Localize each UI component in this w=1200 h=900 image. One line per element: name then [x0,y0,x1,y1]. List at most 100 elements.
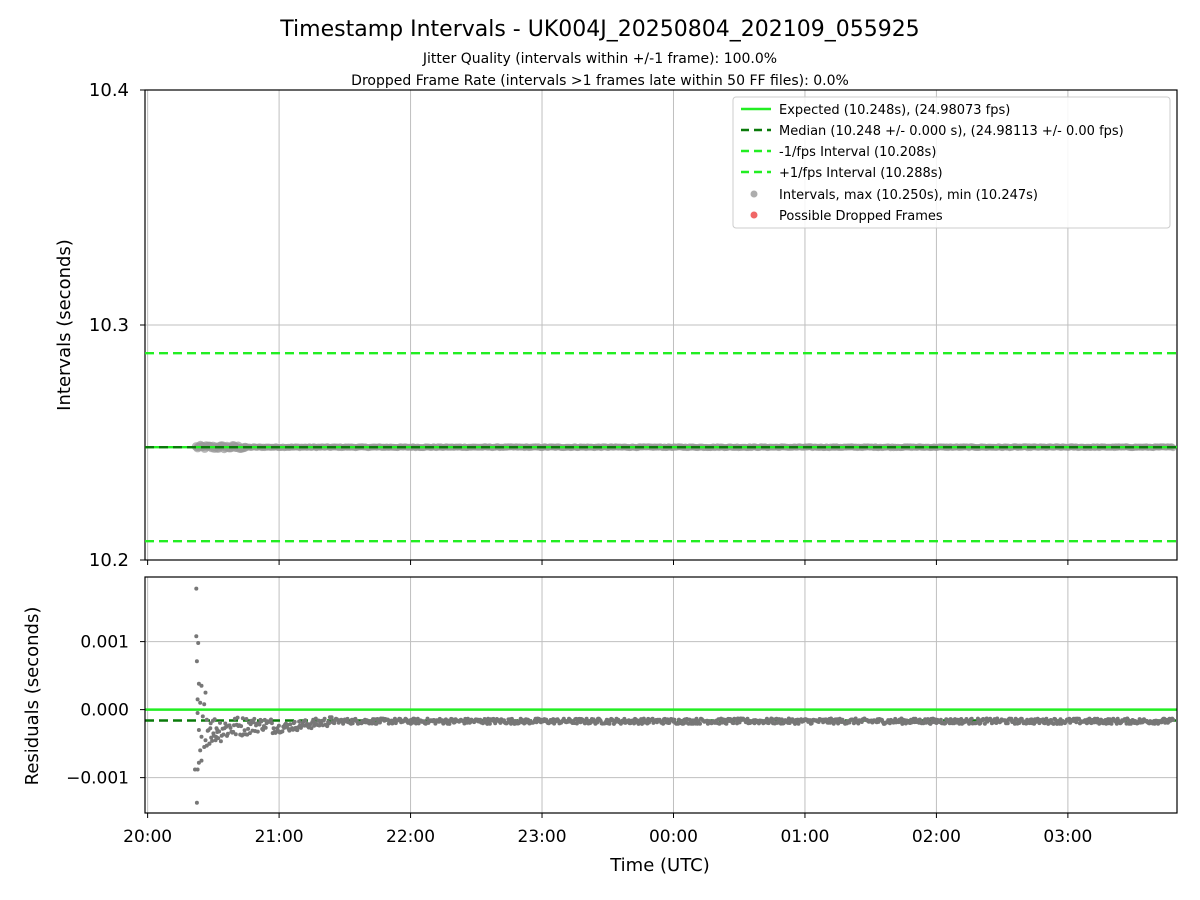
legend-swatch-dropped [750,211,758,219]
residual-point [196,641,201,645]
chart-subtitle-jitter: Jitter Quality (intervals within +/-1 fr… [422,51,777,67]
residual-point [233,732,238,737]
residual-point [194,586,199,591]
x-tick-label: 20:00 [123,827,172,847]
residual-point [856,721,861,726]
residual-point [809,721,814,726]
residuals-panel: 0.001 0.000 −0.001 20:00 21:00 22:00 23:00 00:… [22,576,1178,876]
residual-point [447,721,452,726]
residual-point [698,721,702,726]
residual-point [276,723,281,728]
residual-point [607,721,612,726]
residual-point [210,738,215,743]
residual-point [292,719,297,724]
residual-point [207,741,212,746]
x-tick-label: 22:00 [386,827,435,847]
residual-point [198,748,203,753]
residual-point [1077,716,1081,721]
residual-point [787,721,792,725]
residual-point [1005,721,1010,726]
intervals-y-tick-label: 10.2 [89,550,129,571]
residual-point [259,719,264,724]
residual-point [796,721,801,726]
residual-point [938,717,943,722]
residual-point [247,731,252,736]
residual-point [269,717,273,722]
x-tick-label: 01:00 [780,827,829,847]
intervals-y-axis-label: Intervals (seconds) [54,239,75,411]
residual-point [204,717,209,722]
residual-point [195,767,200,772]
legend-label-expected: Expected (10.248s), (24.98073 fps) [779,103,1010,118]
x-tick-label: 21:00 [255,827,304,847]
residuals-axes-frame [144,576,1178,814]
residual-point [255,729,260,734]
residual-point [251,720,256,725]
legend-label-intervals: Intervals, max (10.250s), min (10.247s) [779,188,1038,203]
legend-label-median: Median (10.248 +/- 0.000 s), (24.98113 +… [779,124,1124,139]
residual-point [672,717,677,722]
residual-point [217,729,222,734]
intervals-y-tick-label: 10.4 [89,80,129,101]
residual-point [257,722,262,727]
residual-point [327,721,331,726]
residual-point [1097,721,1102,726]
intervals-x-ticks [147,560,1069,565]
legend-label-minus-fps: -1/fps Interval (10.208s) [779,145,936,160]
residual-point [288,722,293,727]
residual-point [271,726,276,731]
residual-point [196,760,201,765]
residual-point [214,726,219,731]
residual-point [534,720,539,725]
intervals-panel: 10.2 10.3 10.4 Intervals (seconds) [54,80,1178,571]
residual-point [1074,720,1079,725]
residual-point [218,739,223,744]
residual-point [661,721,666,726]
residuals-y-ticks: 0.001 0.000 −0.001 [66,633,145,789]
residual-point [195,697,200,702]
residual-point [196,728,201,732]
residuals-x-ticks: 20:00 21:00 22:00 23:00 00:00 01:00 02:00 03:00 [123,813,1092,847]
residual-point [261,727,266,732]
residual-point [303,718,308,723]
legend: Expected (10.248s), (24.98073 fps) Media… [732,96,1171,229]
legend-label-dropped: Possible Dropped Frames [779,209,943,224]
residual-point [200,714,205,719]
residual-point [1040,717,1045,722]
residual-point [244,717,249,721]
residual-point [194,634,199,639]
residual-point [235,715,240,720]
residual-point [584,716,589,721]
residual-point [221,732,226,737]
residual-point [240,716,245,721]
residual-point [280,729,285,734]
residual-point [269,721,274,726]
residual-point [208,726,213,731]
residual-point [595,720,600,725]
legend-label-plus-fps: +1/fps Interval (10.288s) [779,166,943,181]
residual-point [242,728,247,733]
x-axis-label: Time (UTC) [609,855,710,876]
x-tick-label: 03:00 [1043,827,1092,847]
residual-point [231,729,236,734]
residual-point [1044,716,1049,721]
residual-point [195,711,200,715]
residual-point [203,690,208,695]
residual-point [199,734,204,739]
residual-point [345,716,350,721]
residuals-y-tick-label: −0.001 [66,769,129,789]
residual-point [487,721,492,726]
residual-point [225,731,230,736]
residuals-y-tick-label: 0.001 [80,633,129,653]
residual-point [731,721,736,726]
residual-point [228,725,233,730]
residual-point [1109,721,1114,726]
residual-point [1051,721,1056,726]
x-tick-label: 02:00 [912,827,961,847]
residual-point [322,716,327,721]
residual-point [194,659,199,664]
x-tick-label: 00:00 [649,827,698,847]
residuals-y-axis-label: Residuals (seconds) [22,607,43,786]
residual-point [737,720,742,725]
